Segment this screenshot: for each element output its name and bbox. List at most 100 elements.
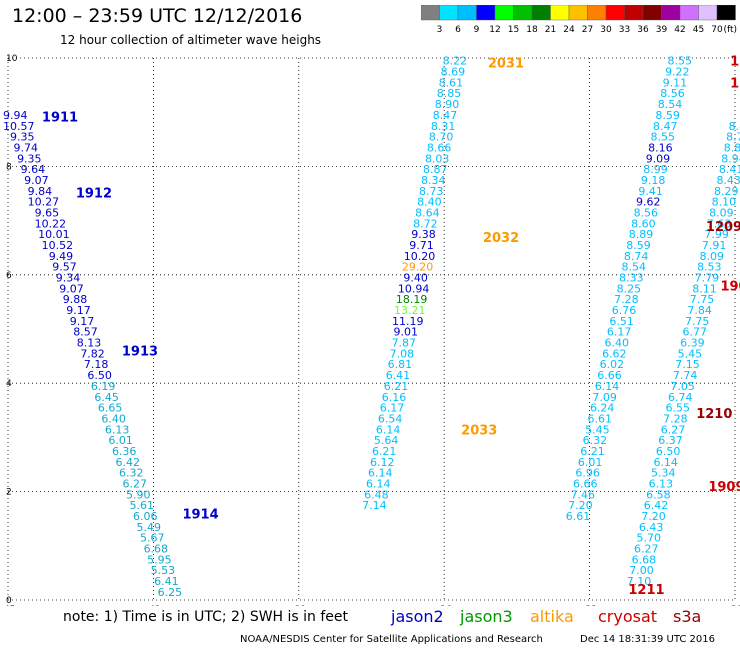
swh-value: 8.11 [692,282,717,295]
swh-value: 5.67 [140,532,165,545]
colorbar-label: 15 [508,25,519,35]
lat-tick-label: 10 [6,54,18,64]
swh-value: 8.41 [719,163,740,176]
swh-value: 8.16 [648,141,673,154]
swh-value: 7.75 [685,315,710,328]
swh-value: 8.69 [441,66,466,79]
swh-value: 8.59 [655,109,680,122]
colorbar-unit: (ft) [723,25,737,35]
swh-value: 6.32 [583,434,608,447]
swh-value: 6.62 [602,347,627,360]
swh-value: 8.82 [729,120,740,133]
swh-value: 6.50 [87,369,112,382]
swh-value: 7.79 [695,272,720,285]
swh-value: 6.42 [644,499,669,512]
swh-value: 9.17 [66,304,91,317]
swh-value: 8.55 [651,131,676,144]
swh-value: 6.17 [380,402,405,415]
swh-value: 9.09 [646,152,671,165]
swh-value: 8.85 [437,87,462,100]
swh-value: 9.07 [59,282,84,295]
pass-label: 1912 [76,186,112,201]
colorbar-label: 12 [489,25,500,35]
legend-jason2: jason2 [391,607,444,626]
colorbar-label: 21 [545,25,556,35]
swh-value: 8.09 [709,206,734,219]
swh-value: 9.01 [394,326,419,339]
swh-value: 6.02 [600,358,625,371]
swh-value: 8.34 [421,174,446,187]
legend-s3a: s3a [673,607,702,626]
swh-value: 8.09 [699,250,724,263]
swh-value: 9.74 [14,141,39,154]
swh-value: 8.73 [419,185,444,198]
colorbar-label: 6 [455,25,461,35]
swh-value: 6.81 [388,358,413,371]
pass-label: 1210 [696,407,732,422]
swh-value: 6.21 [580,445,605,458]
swh-value: 6.39 [680,337,705,350]
swh-value: 8.87 [423,163,448,176]
swh-value: 6.24 [590,402,615,415]
pass-label: 1209 [706,220,740,235]
altika-track: 8.228.698.618.858.908.478.318.708.668.03… [362,55,467,512]
legend-cryosat: cryosat [598,607,658,626]
swh-value: 29.20 [402,261,434,274]
swh-value: 9.84 [28,185,53,198]
swh-value: 6.65 [98,402,123,415]
swh-value: 6.19 [91,380,116,393]
swh-value: 8.57 [73,326,98,339]
swh-value: 6.55 [666,402,691,415]
swh-value: 5.53 [151,564,176,577]
swh-value: 6.51 [609,315,634,328]
swh-value: 7.28 [614,293,639,306]
swh-value: 6.41 [154,575,179,588]
page-title: 12:00 – 23:59 UTC 12/12/2016 [12,5,303,27]
swh-value: 6.61 [566,510,591,523]
swh-value: 8.99 [643,163,668,176]
swh-value: 5.61 [130,499,155,512]
swh-value: 6.16 [382,391,407,404]
swh-value: 7.20 [641,510,666,523]
swh-value: 6.12 [370,456,395,469]
swh-value: 6.13 [105,423,130,436]
swh-value: 9.22 [665,66,690,79]
swh-value: 8.90 [435,98,460,111]
swh-value: 6.14 [368,467,393,480]
colorbar-label: 18 [526,25,538,35]
swh-value: 7.99 [704,228,729,241]
swh-value: 6.17 [607,326,632,339]
swh-value: 8.54 [621,261,646,274]
swh-value: 5.34 [651,467,676,480]
swh-value: 9.94 [3,109,28,122]
swh-value: 8.47 [433,109,458,122]
swh-value: 8.70 [429,131,454,144]
swh-value: 7.08 [390,347,415,360]
swh-value: 6.96 [575,467,600,480]
swh-value: 7.09 [592,391,617,404]
page-subtitle: 12 hour collection of altimeter wave hei… [60,33,322,47]
swh-value: 8.47 [653,120,678,133]
swh-value: 6.27 [661,423,686,436]
colorbar-label: 39 [656,25,668,35]
swh-value: 10.52 [42,239,74,252]
swh-value: 7.10 [627,575,652,588]
swh-value: 6.37 [658,434,683,447]
lon-tick-label: -33 [582,605,597,606]
pass-label: 2032 [483,231,519,246]
pass-label: 190 [720,280,740,295]
swh-value: 10.94 [398,282,430,295]
lon-tick-label: -30 [728,605,740,606]
colorbar-label: 24 [563,25,575,35]
swh-value: 6.42 [115,456,140,469]
swh-value: 6.25 [158,586,183,599]
swh-value: 7.84 [687,304,712,317]
wave-height-colorbar: 3 6 9 12 15 18 21 24 27 30 33 36 39 42 45 70 (ft) [421,5,737,35]
swh-value: 6.21 [384,380,409,393]
swh-value: 6.43 [639,521,664,534]
swh-value: 7.00 [629,564,654,577]
footer-credit: NOAA/NESDIS Center for Satellite Applica… [240,634,543,645]
swh-value: 6.58 [646,488,671,501]
swh-value: 9.35 [17,152,42,165]
swh-value: 8.56 [660,87,685,100]
